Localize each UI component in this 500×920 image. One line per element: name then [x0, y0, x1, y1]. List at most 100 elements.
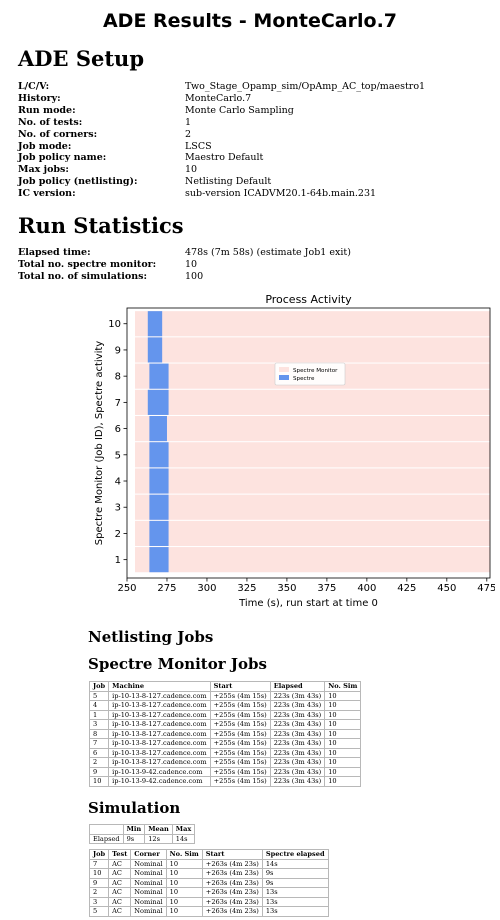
column-header: Job [90, 682, 109, 692]
kv-row: IC version: sub-version ICADVM20.1-64b.ma… [18, 188, 488, 200]
table-cell: +255s (4m 15s) [210, 720, 270, 730]
column-header: Mean [145, 825, 173, 835]
kv-row: No. of corners: 2 [18, 129, 488, 141]
monitor-jobs-table: Job Machine Start Elapsed No. Sim 5 ip-10-13-… [89, 681, 361, 787]
table-cell: 10 [325, 729, 361, 739]
x-tick-label: 425 [397, 583, 416, 594]
table-row: 10 AC Nominal 10 +263s (4m 23s) 9s [90, 869, 329, 879]
page-title: ADE Results - MonteCarlo.7 [0, 10, 500, 32]
simulation-summary-table: Min Mean Max Elapsed 9s 12s 14s [89, 824, 195, 844]
table-row: 2 AC Nominal 10 +263s (4m 23s) 13s [90, 888, 329, 898]
table-cell: 10 [166, 888, 202, 898]
setup-table: L/C/V: Two_Stage_Opamp_sim/OpAmp_AC_top/m… [18, 81, 488, 200]
table-cell: +263s (4m 23s) [202, 897, 262, 907]
kv-value: 2 [185, 129, 488, 141]
table-cell: 9s [262, 878, 328, 888]
y-tick-label: 4 [115, 477, 121, 488]
table-cell: 13s [262, 888, 328, 898]
kv-value: Two_Stage_Opamp_sim/OpAmp_AC_top/maestro… [185, 81, 488, 93]
table-cell: ip-10-13-8-127.cadence.com [109, 739, 211, 749]
table-row: 10 ip-10-13-9-42.cadence.com +255s (4m 15s… [90, 777, 361, 787]
table-cell: AC [109, 869, 131, 879]
y-tick-label: 2 [115, 529, 121, 540]
table-cell: Nominal [131, 888, 166, 898]
chart-bar-spectre [149, 468, 168, 493]
table-header-row: Job Test Corner No. Sim Start Spectre elapsed [90, 850, 329, 860]
table-cell: 223s (3m 43s) [270, 691, 325, 701]
chart-bar-spectre-monitor [135, 521, 490, 546]
table-cell: 14s [262, 859, 328, 869]
kv-value: MonteCarlo.7 [185, 93, 488, 105]
table-cell: 9 [90, 767, 109, 777]
kv-row: Job policy name: Maestro Default [18, 152, 488, 164]
table-cell: 10 [90, 777, 109, 787]
x-tick-label: 475 [477, 583, 495, 594]
table-cell: +263s (4m 23s) [202, 888, 262, 898]
table-cell: 1 [90, 710, 109, 720]
table-row: 4 ip-10-13-8-127.cadence.com +255s (4m 15s… [90, 701, 361, 711]
legend-swatch [279, 367, 289, 372]
table-cell: 13s [262, 897, 328, 907]
column-header: Min [123, 825, 145, 835]
table-cell: Nominal [131, 897, 166, 907]
table-cell: 10 [325, 739, 361, 749]
table-row: 7 AC Nominal 10 +263s (4m 23s) 14s [90, 859, 329, 869]
table-row: 6 ip-10-13-8-127.cadence.com +255s (4m 15s… [90, 748, 361, 758]
kv-key: Job policy (netlisting): [18, 176, 185, 188]
table-cell: +255s (4m 15s) [210, 710, 270, 720]
kv-key: Job policy name: [18, 152, 185, 164]
kv-row: Job mode: LSCS [18, 141, 488, 153]
chart-bar-spectre [148, 337, 162, 362]
kv-value: sub-version ICADVM20.1-64b.main.231 [185, 188, 488, 200]
y-tick-label: 5 [115, 450, 121, 461]
y-tick-label: 7 [115, 398, 121, 409]
chart-bar-spectre [149, 364, 168, 389]
table-header-row: Job Machine Start Elapsed No. Sim [90, 682, 361, 692]
table-cell: 10 [166, 878, 202, 888]
table-cell: 4 [90, 701, 109, 711]
table-cell: +263s (4m 23s) [202, 869, 262, 879]
chart-bar-spectre [149, 442, 168, 467]
table-cell: AC [109, 907, 131, 917]
stats-heading: Run Statistics [18, 213, 184, 238]
table-cell: +263s (4m 23s) [202, 907, 262, 917]
table-cell: 223s (3m 43s) [270, 710, 325, 720]
column-header: No. Sim [166, 850, 202, 860]
table-cell: ip-10-13-9-42.cadence.com [109, 777, 211, 787]
chart-bar-spectre [149, 521, 168, 546]
kv-key: Total no. of simulations: [18, 271, 185, 283]
kv-key: Run mode: [18, 105, 185, 117]
table-cell: 10 [325, 777, 361, 787]
column-header: No. Sim [325, 682, 361, 692]
table-cell: ip-10-13-8-127.cadence.com [109, 729, 211, 739]
column-header: Spectre elapsed [262, 850, 328, 860]
table-row: 5 ip-10-13-8-127.cadence.com +255s (4m 15s… [90, 691, 361, 701]
table-cell: AC [109, 888, 131, 898]
kv-value: 10 [185, 164, 488, 176]
kv-row: History: MonteCarlo.7 [18, 93, 488, 105]
x-tick-label: 300 [197, 583, 216, 594]
kv-key: Max jobs: [18, 164, 185, 176]
table-cell: +255s (4m 15s) [210, 767, 270, 777]
table-cell: ip-10-13-8-127.cadence.com [109, 691, 211, 701]
table-cell: +263s (4m 23s) [202, 878, 262, 888]
simulation-table: Job Test Corner No. Sim Start Spectre elapsed… [89, 849, 329, 917]
table-cell: +263s (4m 23s) [202, 859, 262, 869]
table-cell: ip-10-13-8-127.cadence.com [109, 701, 211, 711]
table-row: 5 AC Nominal 10 +263s (4m 23s) 13s [90, 907, 329, 917]
kv-row: L/C/V: Two_Stage_Opamp_sim/OpAmp_AC_top/m… [18, 81, 488, 93]
y-axis-label: Spectre Monitor (Job ID), Spectre activi… [94, 341, 105, 546]
x-axis-label: Time (s), run start at time 0 [238, 598, 378, 609]
table-cell: +255s (4m 15s) [210, 758, 270, 768]
y-tick-label: 9 [115, 345, 121, 356]
table-cell: 10 [325, 758, 361, 768]
table-cell: 9 [90, 878, 109, 888]
table-cell: AC [109, 897, 131, 907]
kv-row: Total no. of simulations: 100 [18, 271, 488, 283]
process-activity-chart: 250 275 300 325 350 375 400 425 450 475 1 2 3 4 5 6 7 8 9 1… [90, 290, 495, 610]
kv-row: Max jobs: 10 [18, 164, 488, 176]
table-row: 9 ip-10-13-9-42.cadence.com +255s (4m 15s)… [90, 767, 361, 777]
table-cell: 223s (3m 43s) [270, 729, 325, 739]
y-tick-label: 8 [115, 372, 121, 383]
table-cell: 10 [166, 869, 202, 879]
